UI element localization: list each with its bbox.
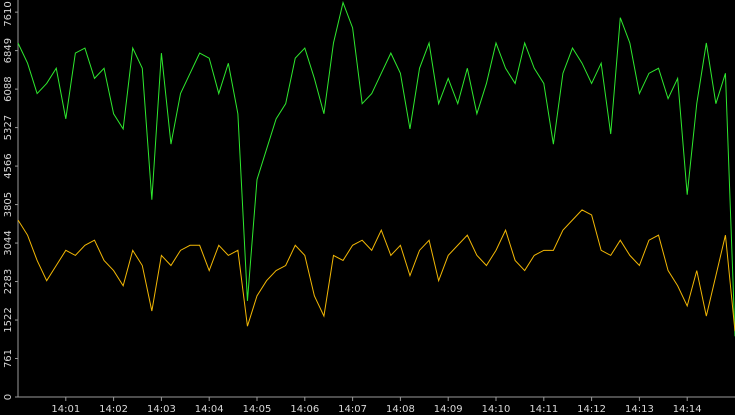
- x-tick-label: 14:08: [386, 404, 415, 415]
- y-tick-label: 5327: [3, 115, 14, 140]
- x-tick-label: 14:03: [147, 404, 176, 415]
- x-tick-label: 14:14: [673, 404, 702, 415]
- y-tick-label: 1522: [3, 307, 14, 332]
- x-tick-label: 14:06: [290, 404, 319, 415]
- y-tick-label: 3805: [3, 192, 14, 217]
- x-tick-label: 14:12: [577, 404, 606, 415]
- y-tick-label: 0: [3, 394, 14, 400]
- y-tick-label: 6849: [3, 38, 14, 63]
- y-tick-label: 3044: [3, 230, 14, 255]
- series-line: [17, 209, 735, 332]
- series-line: [17, 0, 735, 337]
- x-tick-label: 14:02: [99, 404, 128, 415]
- x-tick-label: 14:01: [51, 404, 80, 415]
- x-tick-label: 14:05: [243, 404, 272, 415]
- y-tick-label: 7610: [3, 1, 14, 26]
- x-tick-label: 14:04: [195, 404, 224, 415]
- x-tick-label: 14:13: [625, 404, 654, 415]
- y-tick-label: 2283: [3, 269, 14, 294]
- x-tick-label: 14:07: [338, 404, 367, 415]
- y-tick-label: 6088: [3, 76, 14, 101]
- x-tick-label: 14:10: [482, 404, 511, 415]
- y-tick-label: 4566: [3, 153, 14, 178]
- y-tick-label: 761: [3, 349, 14, 368]
- x-tick-label: 14:11: [529, 404, 558, 415]
- x-tick-label: 14:09: [434, 404, 463, 415]
